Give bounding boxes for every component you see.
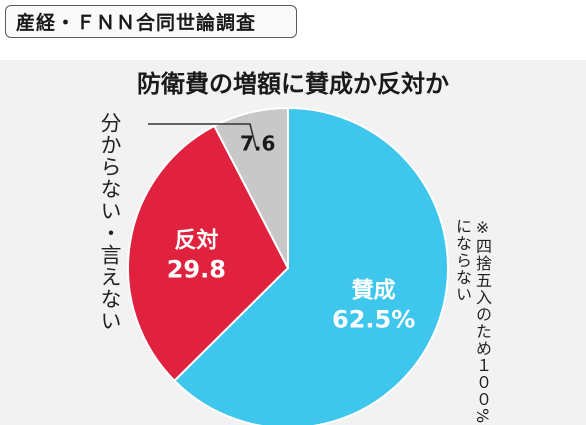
slice-dont-know: [213, 106, 289, 269]
slice-value-dont-know: 7.6: [240, 132, 275, 156]
chart-title: 防衛費の増額に賛成か反対か: [137, 70, 449, 98]
slice-oppose: [127, 124, 290, 383]
poll-source-header: 産経・ＦＮＮ合同世論調査: [5, 5, 297, 38]
poll-source-title: 産経・ＦＮＮ合同世論調査: [16, 12, 257, 34]
leader-line: [148, 123, 257, 149]
slice-approve: [173, 106, 449, 425]
dont-know-outside-label: 分からない・言えない: [98, 112, 122, 332]
pie-slices: [127, 106, 449, 425]
slice-value-approve: 62.5%: [332, 306, 415, 334]
slice-label-oppose: 反対: [174, 229, 218, 254]
slice-value-oppose: 29.8: [167, 256, 226, 284]
rounding-note: ※四捨五入のため１００%にならない: [453, 218, 492, 425]
slice-label-approve: 賛成: [352, 279, 396, 304]
